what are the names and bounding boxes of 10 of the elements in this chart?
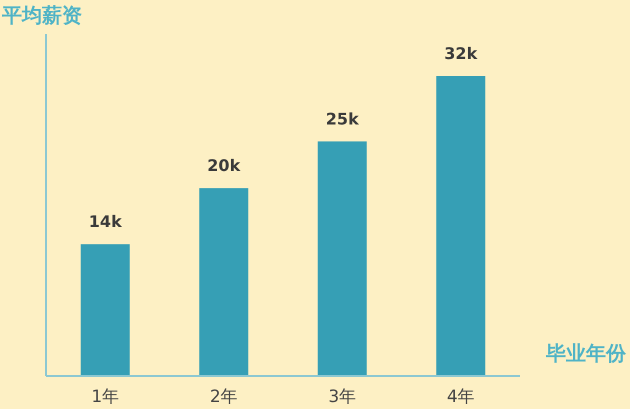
x-axis-title: 毕业年份	[545, 341, 627, 365]
y-axis-title: 平均薪资	[1, 3, 82, 27]
x-tick-label: 3年	[328, 387, 356, 407]
data-label: 25k	[326, 109, 360, 128]
data-label: 32k	[444, 44, 478, 63]
x-tick-label: 1年	[91, 387, 120, 407]
data-label: 14k	[88, 212, 122, 232]
x-tick-label: 4年	[446, 387, 475, 407]
data-label: 20k	[207, 156, 241, 176]
x-tick-label: 2年	[210, 387, 238, 407]
